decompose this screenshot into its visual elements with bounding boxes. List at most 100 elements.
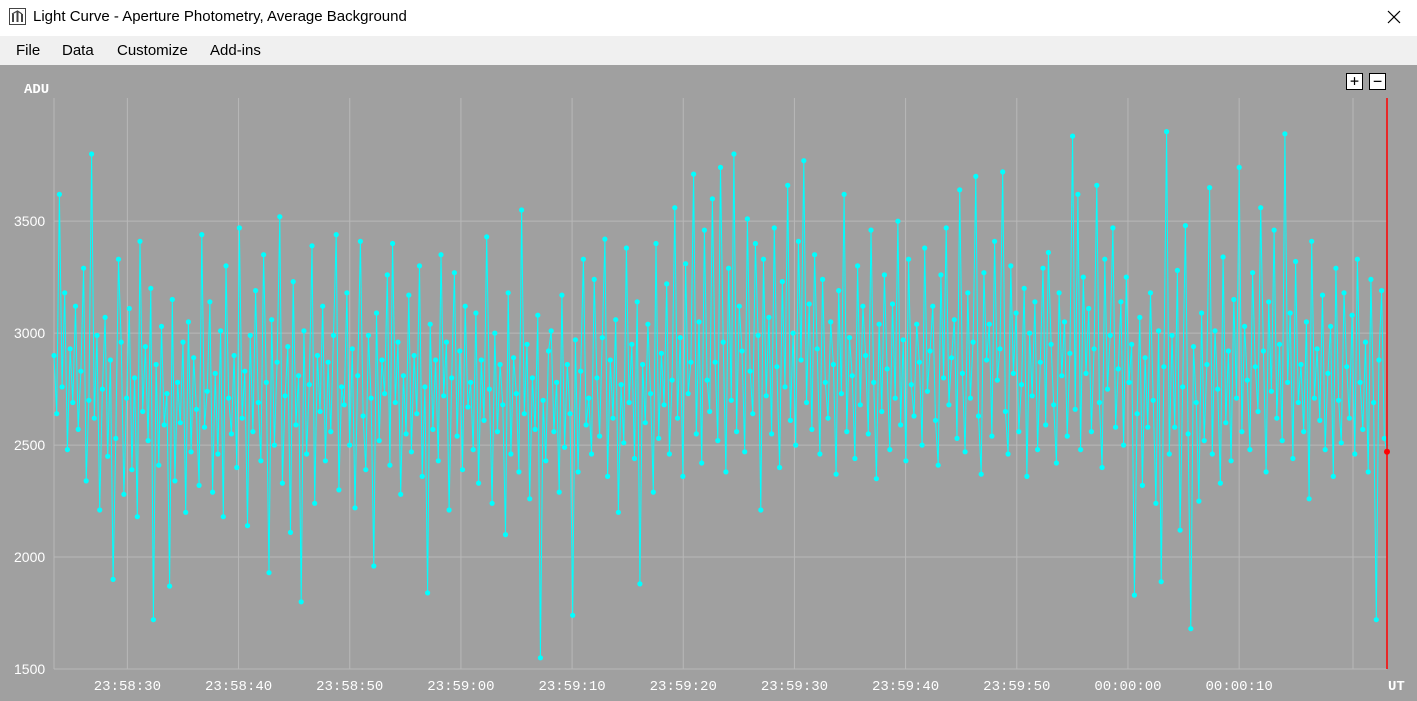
data-point [1215, 386, 1221, 392]
data-point [532, 426, 538, 432]
data-point [744, 216, 751, 222]
data-point [287, 529, 294, 535]
data-point [844, 429, 850, 435]
data-point [564, 361, 570, 368]
data-point [167, 583, 173, 589]
data-point [637, 581, 643, 587]
data-point [1110, 225, 1116, 231]
data-point [516, 469, 522, 475]
data-point [126, 305, 132, 312]
data-point [1018, 382, 1025, 388]
data-point [247, 332, 253, 338]
data-point [879, 408, 885, 415]
data-point [1293, 258, 1299, 265]
light-curve-chart[interactable]: 1500 2000 2500 3000 3500 23:58:30 23:58:40 23:5… [0, 65, 1417, 701]
data-point [1094, 182, 1100, 188]
data-point [459, 467, 466, 473]
data-point [846, 335, 853, 341]
data-point [688, 359, 694, 365]
data-point [333, 232, 339, 238]
data-point [787, 417, 794, 423]
data-point [916, 359, 923, 365]
data-point [320, 303, 326, 309]
data-point [258, 458, 264, 464]
data-point [1290, 455, 1296, 462]
data-point [1118, 299, 1124, 305]
data-point [1252, 364, 1258, 370]
y-tick-label: 3500 [14, 213, 45, 229]
data-point [524, 341, 530, 347]
data-point [175, 379, 181, 385]
data-point [1266, 299, 1272, 305]
data-point [631, 455, 638, 462]
data-point [556, 489, 562, 495]
data-point [502, 532, 509, 538]
menu-add-ins[interactable]: Add-ins [210, 42, 261, 59]
data-point [545, 348, 552, 354]
data-point [64, 447, 70, 453]
menu-data[interactable]: Data [62, 42, 94, 59]
data-point [158, 323, 165, 329]
data-point [540, 397, 546, 403]
data-point [1008, 263, 1014, 269]
data-point [597, 433, 603, 439]
data-point [551, 429, 557, 435]
data-point [758, 507, 764, 513]
data-point [975, 413, 982, 419]
data-point [1233, 395, 1240, 401]
data-point [1164, 129, 1170, 135]
data-point [368, 395, 374, 401]
data-point [994, 377, 1000, 383]
data-point [148, 285, 154, 291]
data-point [876, 321, 882, 327]
menu-customize[interactable]: Customize [117, 42, 188, 59]
data-point [371, 563, 377, 569]
data-point [449, 375, 455, 381]
data-point [204, 388, 210, 394]
menu-file[interactable]: File [16, 42, 41, 59]
data-point [618, 382, 624, 388]
data-point [349, 346, 355, 352]
data-point [674, 415, 681, 421]
data-point [1121, 442, 1127, 448]
window-title: Light Curve - Aperture Photometry, Avera… [33, 8, 407, 25]
data-point [892, 395, 898, 401]
data-point [1035, 447, 1041, 453]
data-point [416, 263, 423, 269]
data-point [938, 272, 944, 278]
data-point [137, 238, 143, 244]
data-point [941, 375, 947, 381]
data-point [535, 312, 541, 318]
data-point [81, 265, 87, 271]
data-point [1373, 617, 1379, 623]
data-point [1271, 227, 1277, 233]
zoom-out-button[interactable]: − [1369, 73, 1386, 90]
data-point [898, 422, 904, 428]
data-point [1177, 527, 1183, 533]
data-point [1260, 348, 1266, 354]
data-point [497, 361, 503, 368]
data-point [236, 225, 242, 231]
data-point [1255, 408, 1261, 415]
close-button[interactable] [1371, 0, 1417, 34]
data-point [683, 261, 689, 267]
light-curve-plot[interactable]: 1500 2000 2500 3000 3500 23:58:30 23:58:40 23:5… [0, 65, 1417, 701]
data-point [1282, 131, 1288, 137]
data-point [656, 435, 662, 441]
data-point [908, 382, 914, 388]
data-point [1314, 346, 1320, 352]
data-point [949, 355, 955, 361]
zoom-in-button[interactable]: + [1346, 73, 1363, 90]
data-point [1088, 429, 1094, 435]
data-point [580, 256, 587, 262]
data-point [263, 379, 269, 385]
data-point [712, 359, 718, 365]
data-point [1115, 366, 1121, 372]
data-point [510, 355, 517, 361]
data-point [672, 205, 678, 211]
data-point [610, 415, 616, 421]
data-point [1258, 205, 1264, 211]
data-point [83, 478, 89, 484]
data-point [67, 346, 73, 352]
menu-bar: File Data Customize Add-ins [0, 36, 1417, 65]
